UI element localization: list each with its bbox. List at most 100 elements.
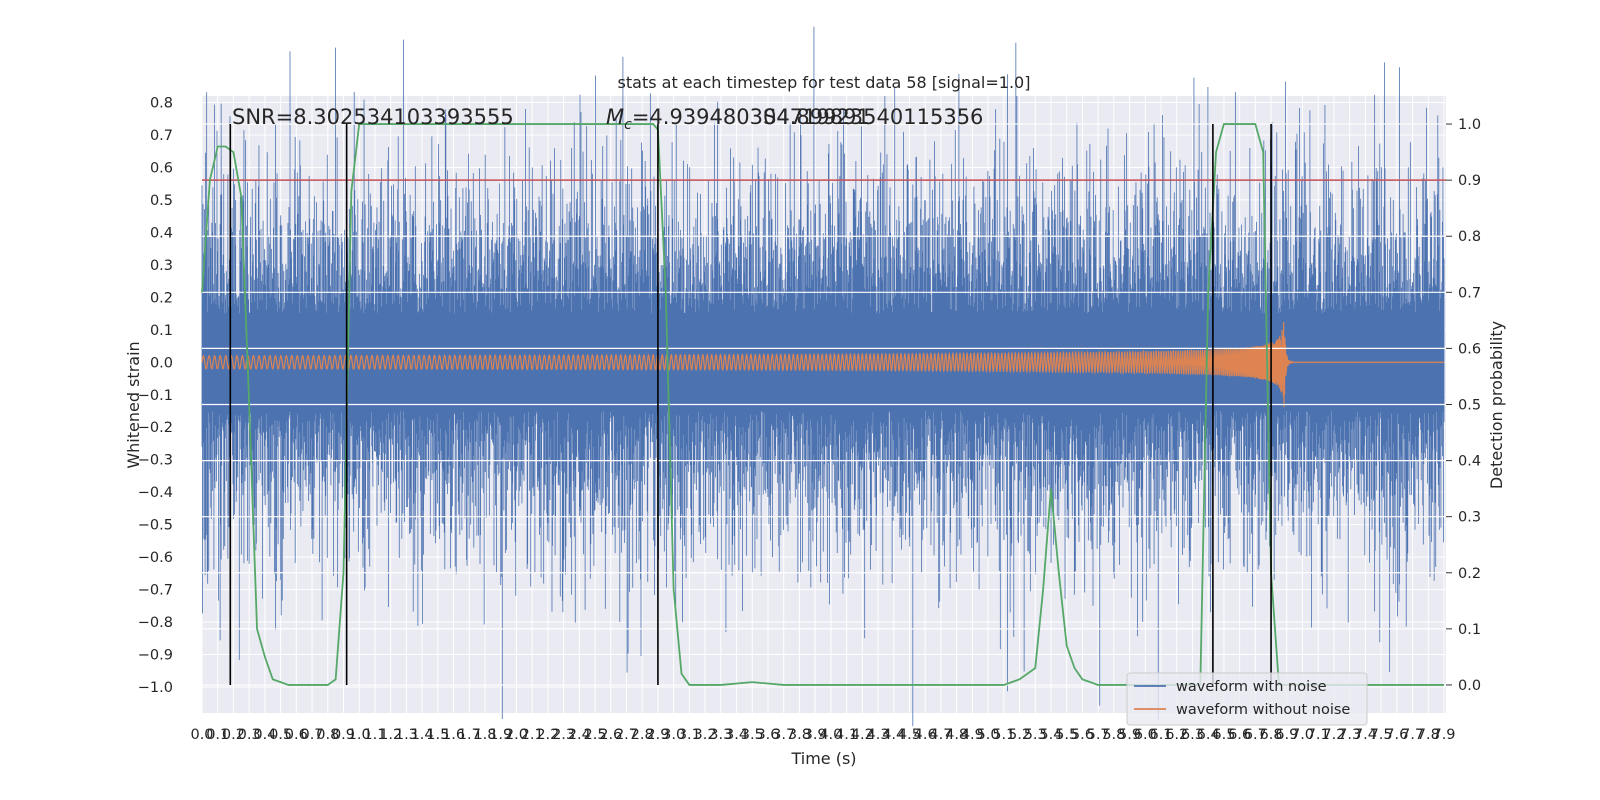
x-tick-label: 6.0 <box>1134 727 1157 743</box>
x-tick-label: 5.5 <box>1055 727 1078 743</box>
x-tick-label: 7.3 <box>1338 727 1361 743</box>
x-tick-label: 2.0 <box>505 727 528 743</box>
y2-tick-label: 0.2 <box>1458 566 1481 582</box>
x-tick-label: 7.8 <box>1417 727 1440 743</box>
x-tick-label: 3.1 <box>678 727 701 743</box>
x-tick-label: 0.4 <box>253 727 276 743</box>
x-tick-label: 5.1 <box>992 727 1015 743</box>
y-tick-label: −0.5 <box>138 518 173 534</box>
x-axis-ticks: 0.00.10.20.30.40.50.60.70.80.91.01.11.21… <box>190 727 1455 743</box>
x-tick-label: 2.6 <box>599 727 622 743</box>
x-tick-label: 1.4 <box>411 727 434 743</box>
y2-tick-label: 0.6 <box>1458 341 1481 357</box>
y-tick-label: 0.7 <box>150 128 173 144</box>
x-tick-label: 7.7 <box>1401 727 1424 743</box>
x-tick-label: 0.6 <box>285 727 308 743</box>
y-tick-label: −1.0 <box>138 680 173 696</box>
legend-label-clean: waveform without noise <box>1176 702 1350 718</box>
y2-tick-label: 0.8 <box>1458 229 1481 245</box>
x-tick-label: 7.9 <box>1432 727 1455 743</box>
y2-tick-label: 0.9 <box>1458 173 1481 189</box>
y2-tick-label: 0.0 <box>1458 678 1481 694</box>
x-tick-label: 1.3 <box>395 727 418 743</box>
x-tick-label: 0.3 <box>238 727 261 743</box>
y-tick-label: 0.3 <box>150 258 173 274</box>
x-tick-label: 0.5 <box>269 727 292 743</box>
series-detection-probability <box>201 123 1444 686</box>
x-tick-label: 1.9 <box>489 727 512 743</box>
y2-tick-label: 0.1 <box>1458 622 1481 638</box>
x-tick-label: 4.5 <box>898 727 921 743</box>
x-tick-label: 6.6 <box>1228 727 1251 743</box>
probability-trace <box>201 123 1444 686</box>
x-tick-label: 6.3 <box>1181 727 1204 743</box>
x-tick-label: 3.2 <box>694 727 717 743</box>
y-tick-label: −0.6 <box>138 550 173 566</box>
x-tick-label: 1.2 <box>379 727 402 743</box>
series-waveform-without-noise <box>201 322 1444 408</box>
x-tick-label: 2.5 <box>584 727 607 743</box>
x-tick-label: 4.7 <box>929 727 952 743</box>
x-tick-label: 5.4 <box>1039 727 1062 743</box>
secondary-grid-lines <box>202 123 1446 686</box>
event-lines <box>229 124 1272 685</box>
x-axis-label: Time (s) <box>790 749 856 768</box>
y2-axis-label: Detection probability <box>1487 321 1506 489</box>
x-tick-label: 7.2 <box>1322 727 1345 743</box>
y-tick-label: 0.0 <box>150 355 173 371</box>
x-tick-label: 5.9 <box>1118 727 1141 743</box>
chirp-mass-annotation: Mc=4.939480304719891 <box>606 105 870 133</box>
x-tick-label: 3.8 <box>788 727 811 743</box>
y2-tick-label: 0.5 <box>1458 398 1481 414</box>
x-tick-label: 3.6 <box>756 727 779 743</box>
x-tick-label: 6.8 <box>1260 727 1283 743</box>
y2-axis-ticks: 1.0 0.9 0.8 0.7 0.6 0.5 0.4 0.3 0.2 0.1 0.0 <box>1446 117 1481 694</box>
x-tick-label: 2.3 <box>552 727 575 743</box>
x-tick-label: 4.8 <box>945 727 968 743</box>
x-tick-label: 5.3 <box>1024 727 1047 743</box>
y2-tick-label: 0.7 <box>1458 285 1481 301</box>
x-tick-label: 1.5 <box>426 727 449 743</box>
x-tick-label: 4.0 <box>819 727 842 743</box>
y-tick-label: 0.4 <box>150 225 173 241</box>
x-tick-label: 2.2 <box>536 727 559 743</box>
x-tick-label: 7.5 <box>1370 727 1393 743</box>
x-tick-label: 3.9 <box>804 727 827 743</box>
x-tick-label: 3.0 <box>662 727 685 743</box>
y-tick-label: −0.7 <box>138 583 173 599</box>
x-tick-label: 1.8 <box>473 727 496 743</box>
chirp-mass-overlap-annotation: S4.89923540115356 <box>763 105 983 129</box>
y2-tick-label: 0.3 <box>1458 510 1481 526</box>
chirp-mass-symbol: M <box>606 105 624 129</box>
x-tick-label: 0.2 <box>222 727 245 743</box>
y-tick-label: 0.2 <box>150 290 173 306</box>
x-tick-label: 5.6 <box>1071 727 1094 743</box>
x-tick-label: 6.2 <box>1165 727 1188 743</box>
legend-label-noisy: waveform with noise <box>1176 679 1327 695</box>
x-tick-label: 1.7 <box>458 727 481 743</box>
chirp-mass-value: =4.939480304719891 <box>632 105 870 129</box>
x-tick-label: 0.7 <box>301 727 324 743</box>
y2-tick-label: 0.4 <box>1458 454 1481 470</box>
y-tick-label: −0.8 <box>138 615 173 631</box>
x-tick-label: 4.3 <box>866 727 889 743</box>
x-tick-label: 6.9 <box>1275 727 1298 743</box>
y-tick-label: −0.9 <box>138 648 173 664</box>
x-tick-label: 1.1 <box>363 727 386 743</box>
x-tick-label: 2.8 <box>631 727 654 743</box>
x-tick-label: 2.4 <box>568 727 591 743</box>
x-tick-label: 0.1 <box>206 727 229 743</box>
x-tick-label: 7.1 <box>1307 727 1330 743</box>
legend: waveform with noise waveform without noi… <box>1126 672 1368 726</box>
x-tick-label: 3.4 <box>725 727 748 743</box>
y-tick-label: −0.2 <box>138 420 173 436</box>
y-tick-label: 0.5 <box>150 193 173 209</box>
x-tick-label: 4.9 <box>961 727 984 743</box>
y-tick-label: −0.4 <box>138 485 173 501</box>
y-tick-label: 0.1 <box>150 323 173 339</box>
y-axis-label: Whitened strain <box>124 341 143 468</box>
y-axis-ticks: 0.8 0.7 0.6 0.5 0.4 0.3 0.2 0.1 0.0 −0.1 −0.2 −0.3 −… <box>138 95 173 696</box>
x-tick-label: 6.5 <box>1212 727 1235 743</box>
x-tick-label: 6.1 <box>1149 727 1172 743</box>
